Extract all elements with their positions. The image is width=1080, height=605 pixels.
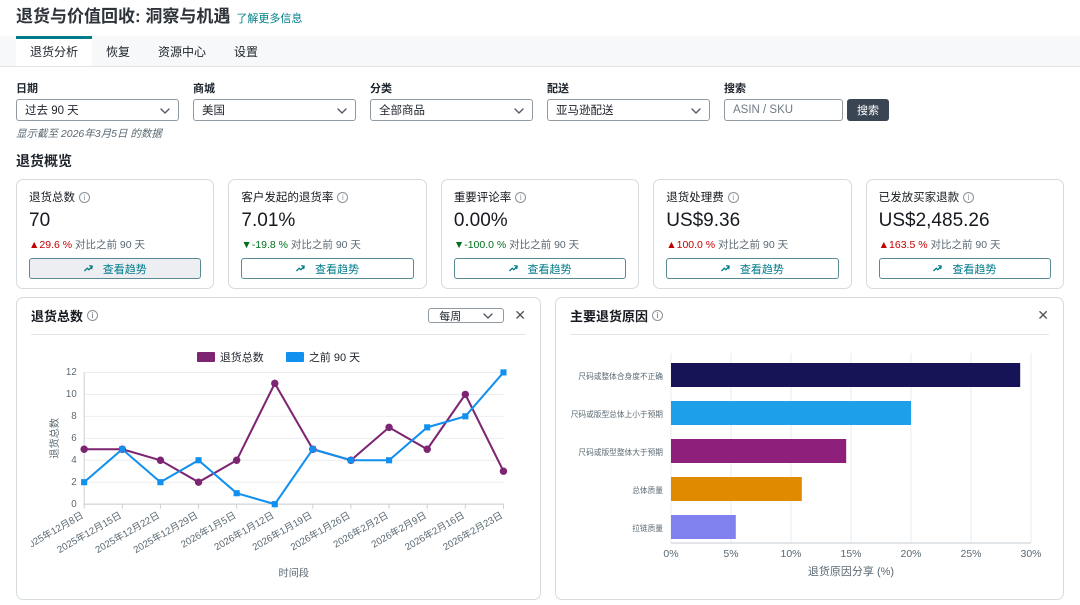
svg-text:30%: 30% [1020,548,1041,560]
svg-text:总体质量: 总体质量 [632,485,663,495]
svg-text:退货总数: 退货总数 [48,418,61,459]
svg-text:2025年12月15日: 2025年12月15日 [54,508,123,556]
svg-text:拉链质量: 拉链质量 [632,523,663,533]
svg-text:15%: 15% [840,548,861,560]
svg-text:2025年12月29日: 2025年12月29日 [131,508,200,556]
svg-text:2025年12月22日: 2025年12月22日 [93,508,162,556]
svg-text:尺码或整体合身度不正确: 尺码或整体合身度不正确 [578,371,663,381]
svg-text:尺码或版型整体大于预期: 尺码或版型整体大于预期 [578,447,663,457]
svg-text:10: 10 [66,389,77,400]
svg-text:时间段: 时间段 [279,567,310,580]
svg-text:5%: 5% [723,548,738,560]
svg-text:25%: 25% [960,548,981,560]
svg-text:20%: 20% [900,548,921,560]
svg-text:2026年2月23日: 2026年2月23日 [440,508,505,553]
svg-text:8: 8 [71,411,76,422]
svg-text:退货原因分享 (%): 退货原因分享 (%) [808,564,894,578]
svg-text:0%: 0% [663,548,678,560]
svg-text:12: 12 [66,367,77,378]
svg-text:4: 4 [71,455,77,466]
svg-text:10%: 10% [780,548,801,560]
svg-text:6: 6 [71,433,76,444]
svg-text:2: 2 [71,477,76,488]
svg-text:0: 0 [71,499,77,510]
svg-text:尺码或版型总体上小于预期: 尺码或版型总体上小于预期 [571,409,664,419]
